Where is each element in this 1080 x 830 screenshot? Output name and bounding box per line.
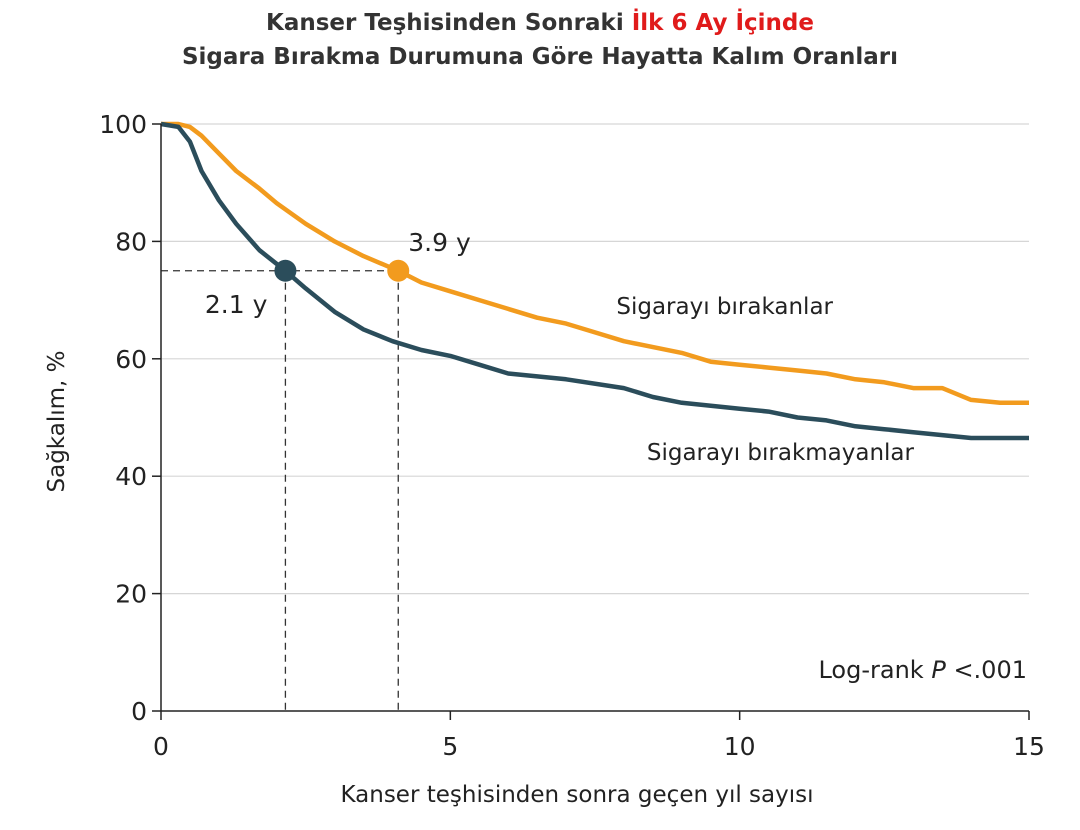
median-guide-lines	[161, 270, 399, 711]
logrank-annotation: Log-rank P <.001	[818, 656, 1027, 684]
grid-lines	[161, 123, 1029, 595]
logrank-prefix: Log-rank	[818, 656, 931, 684]
chart-title-line2: Sigara Bırakma Durumuna Göre Hayatta Kal…	[181, 44, 899, 70]
x-tick-label-15: 15	[1013, 732, 1045, 761]
y-tick-label-0: 0	[131, 697, 147, 726]
median-label-1: 2.1 y	[205, 290, 268, 319]
median-markers	[274, 259, 410, 282]
median-marker-0	[387, 259, 410, 282]
labels: Kanser teşhisinden sonra geçen yıl sayıs…	[44, 228, 1027, 808]
axes: 0 20 40 60 80 100 0 5 10 15	[99, 110, 1045, 761]
x-tick-label-5: 5	[442, 732, 458, 761]
chart-title-highlight: İlk 6 Ay İçinde	[631, 10, 814, 36]
series-line-1	[160, 121, 1029, 441]
y-tick-label-20: 20	[115, 580, 147, 609]
y-tick-label-100: 100	[99, 110, 147, 139]
y-axis-label: Sağkalım, %	[44, 351, 70, 493]
chart-title: Kanser Teşhisinden Sonraki İlk 6 Ay İçin…	[0, 6, 1080, 74]
x-tick-label-10: 10	[724, 732, 756, 761]
survival-curves	[160, 121, 1029, 441]
series-line-0	[161, 121, 1029, 406]
y-tick-label-60: 60	[115, 345, 147, 374]
median-label-0: 3.9 y	[408, 228, 471, 257]
y-tick-label-40: 40	[115, 462, 147, 491]
series-label-0: Sigarayı bırakanlar	[616, 294, 833, 320]
logrank-p: P	[931, 656, 946, 684]
median-marker-1	[274, 259, 297, 282]
chart-title-line1: Kanser Teşhisinden Sonraki İlk 6 Ay İçin…	[0, 6, 1080, 40]
y-tick-label-80: 80	[115, 227, 147, 256]
x-axis-label: Kanser teşhisinden sonra geçen yıl sayıs…	[340, 782, 813, 808]
logrank-suffix: <.001	[946, 656, 1027, 684]
chart-title-line1-prefix: Kanser Teşhisinden Sonraki	[266, 10, 632, 36]
x-tick-label-0: 0	[153, 732, 169, 761]
series-label-1: Sigarayı bırakmayanlar	[647, 440, 915, 466]
